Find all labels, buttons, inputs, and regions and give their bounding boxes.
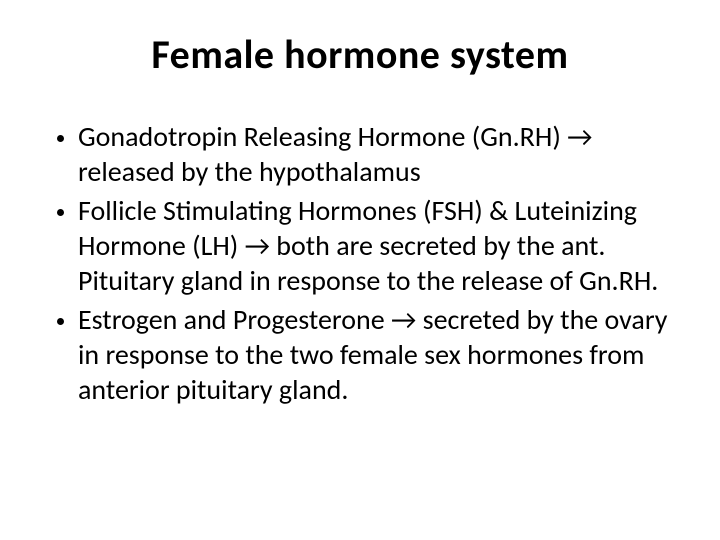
bullet-text-pre: Estrogen and Progesterone [78,302,391,337]
slide-container: Female hormone system Gonadotropin Relea… [0,0,720,540]
bullet-text-post: released by the hypothalamus [78,154,421,189]
arrow-icon: → [567,119,592,154]
arrow-icon: → [245,228,270,263]
bullet-item: Gonadotropin Releasing Hormone (Gn.RH) →… [78,119,670,189]
bullet-item: Estrogen and Progesterone → secreted by … [78,302,670,407]
bullet-text-pre: Gonadotropin Releasing Hormone (Gn.RH) [78,119,567,154]
bullet-list: Gonadotropin Releasing Hormone (Gn.RH) →… [50,119,670,407]
bullet-item: Follicle Stimulating Hormones (FSH) & Lu… [78,193,670,298]
slide-title: Female hormone system [50,30,670,79]
arrow-icon: → [391,302,416,337]
